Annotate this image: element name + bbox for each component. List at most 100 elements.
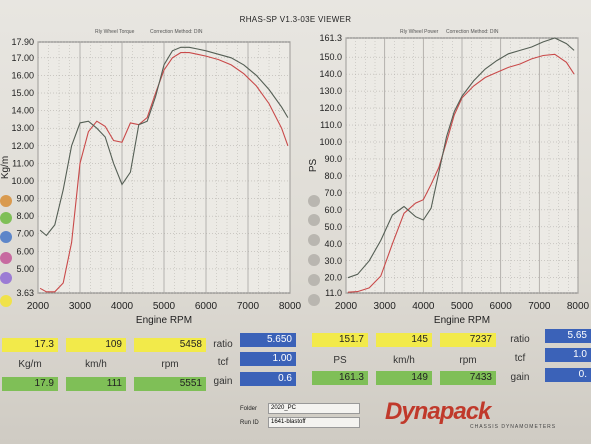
x-tick-label: 3000 [69, 301, 92, 312]
y-tick-label: 8.00 [16, 211, 34, 221]
runid-field[interactable]: 1641-blastoff [268, 417, 360, 428]
viewer-title: RHAS-SP V1.3-03E VIEWER [239, 15, 352, 24]
series-color-dot[interactable] [0, 195, 12, 207]
y-tick-label: 12.00 [11, 141, 34, 151]
y-tick-label: 150.0 [319, 52, 342, 62]
gain-label: gain [213, 376, 233, 387]
y-tick-label: 161.3 [319, 33, 342, 43]
y-tick-label: 17.90 [11, 37, 34, 47]
tcf-value-2: 1.0 [545, 348, 591, 362]
kmh-readout-2: 111 [66, 377, 126, 391]
series-color-dot[interactable] [308, 274, 320, 286]
series-color-dot[interactable] [0, 231, 12, 243]
series-color-dot[interactable] [308, 195, 320, 207]
series-color-dot[interactable] [308, 294, 320, 306]
y-tick-label: 10.00 [11, 176, 34, 186]
series-line-2 [347, 37, 575, 279]
y-tick-label: 90.0 [324, 154, 342, 164]
rpm2-label: rpm [459, 355, 477, 366]
left-header-a: Rly Wheel Torque [95, 29, 135, 35]
ratio-label: ratio [213, 339, 233, 350]
ratio-value-2: 5.65 [545, 329, 591, 343]
x-tick-label: 7000 [528, 301, 551, 312]
x-tick-label: 5000 [153, 301, 176, 312]
right-header-b: Correction Method: DIN [446, 29, 499, 35]
y-tick-label: 7.00 [16, 229, 34, 239]
y-tick-label: 15.00 [11, 88, 34, 98]
y-tick-label: 80.0 [324, 171, 342, 181]
x-tick-label: 5000 [451, 301, 474, 312]
x-tick-label: 4000 [111, 301, 134, 312]
ratio-value: 5.650 [240, 333, 296, 347]
y-tick-label: 17.00 [11, 53, 34, 63]
y-tick-label: 70.0 [324, 188, 342, 198]
y-tick-label: 3.63 [16, 288, 34, 298]
y-tick-label: 14.00 [11, 106, 34, 116]
series-color-dot[interactable] [0, 212, 12, 224]
series-line-1 [347, 53, 575, 293]
y-tick-label: 20.0 [324, 273, 342, 283]
kmh2-readout-1: 145 [376, 333, 432, 347]
x-tick-label: 6000 [195, 301, 218, 312]
gain-label-2: gain [510, 372, 530, 383]
series-line-2 [39, 46, 289, 237]
y-tick-label: 9.00 [16, 194, 34, 204]
y-tick-label: 140.0 [319, 69, 342, 79]
x-tick-label: 2000 [27, 301, 50, 312]
x-axis-label: Engine RPM [136, 315, 192, 326]
y-tick-label: 30.0 [324, 256, 342, 266]
y-tick-label: 100.0 [319, 137, 342, 147]
y-tick-label: 50.0 [324, 222, 342, 232]
y-tick-label: 16.00 [11, 70, 34, 80]
y-tick-label: 110.0 [320, 120, 342, 130]
y-tick-label: 6.00 [16, 246, 34, 256]
kgm-label: Kg/m [18, 359, 42, 370]
ratio-label-2: ratio [510, 334, 530, 345]
kmh-label: km/h [85, 359, 107, 370]
series-color-dot[interactable] [0, 252, 12, 264]
x-tick-label: 4000 [412, 301, 435, 312]
rpm-label: rpm [161, 359, 179, 370]
y-tick-label: 60.0 [324, 205, 342, 215]
y-tick-label: 40.0 [324, 239, 342, 249]
gain-value: 0.6 [240, 372, 296, 386]
runid-label: Run ID [240, 420, 259, 426]
left-header-b: Correction Method: DIN [150, 29, 203, 35]
y-tick-label: 5.00 [16, 264, 34, 274]
tcf-label-2: tcf [514, 353, 526, 364]
folder-label: Folder [240, 406, 258, 412]
tcf-value: 1.00 [240, 352, 296, 366]
y-tick-label: 13.00 [11, 123, 34, 133]
series-color-dot[interactable] [308, 214, 320, 226]
series-line-1 [39, 52, 289, 293]
tcf-label: tcf [217, 357, 229, 368]
x-tick-label: 8000 [567, 301, 590, 312]
series-color-dot[interactable] [0, 295, 12, 307]
y-axis-label: Kg/m [0, 156, 11, 179]
kgm-readout-2: 17.9 [2, 377, 58, 391]
ps-readout-2: 161.3 [312, 371, 368, 385]
ps-readout-1: 151.7 [312, 333, 368, 347]
series-color-dot[interactable] [308, 254, 320, 266]
x-tick-label: 6000 [490, 301, 513, 312]
y-axis-label: PS [308, 159, 319, 173]
ps-label: PS [333, 355, 347, 366]
folder-field[interactable]: 2020_PC [268, 403, 360, 414]
x-axis-label: Engine RPM [434, 315, 490, 326]
y-tick-label: 11.0 [325, 288, 342, 298]
x-tick-label: 3000 [374, 301, 397, 312]
dynapack-logo: Dynapack [385, 398, 491, 425]
logo-subtitle: CHASSIS DYNAMOMETERS [470, 424, 557, 430]
x-tick-label: 8000 [279, 301, 302, 312]
rpm-readout-1: 5458 [134, 338, 206, 352]
y-tick-label: 11.00 [12, 158, 34, 168]
right-header-a: Rly Wheel Power [400, 29, 439, 35]
series-color-dot[interactable] [0, 272, 12, 284]
gain-value-2: 0. [545, 368, 591, 382]
rpm2-readout-1: 7237 [440, 333, 496, 347]
kmh2-readout-2: 149 [376, 371, 432, 385]
series-color-dot[interactable] [308, 234, 320, 246]
x-tick-label: 7000 [237, 301, 260, 312]
kgm-readout-1: 17.3 [2, 338, 58, 352]
rpm-readout-2: 5551 [134, 377, 206, 391]
